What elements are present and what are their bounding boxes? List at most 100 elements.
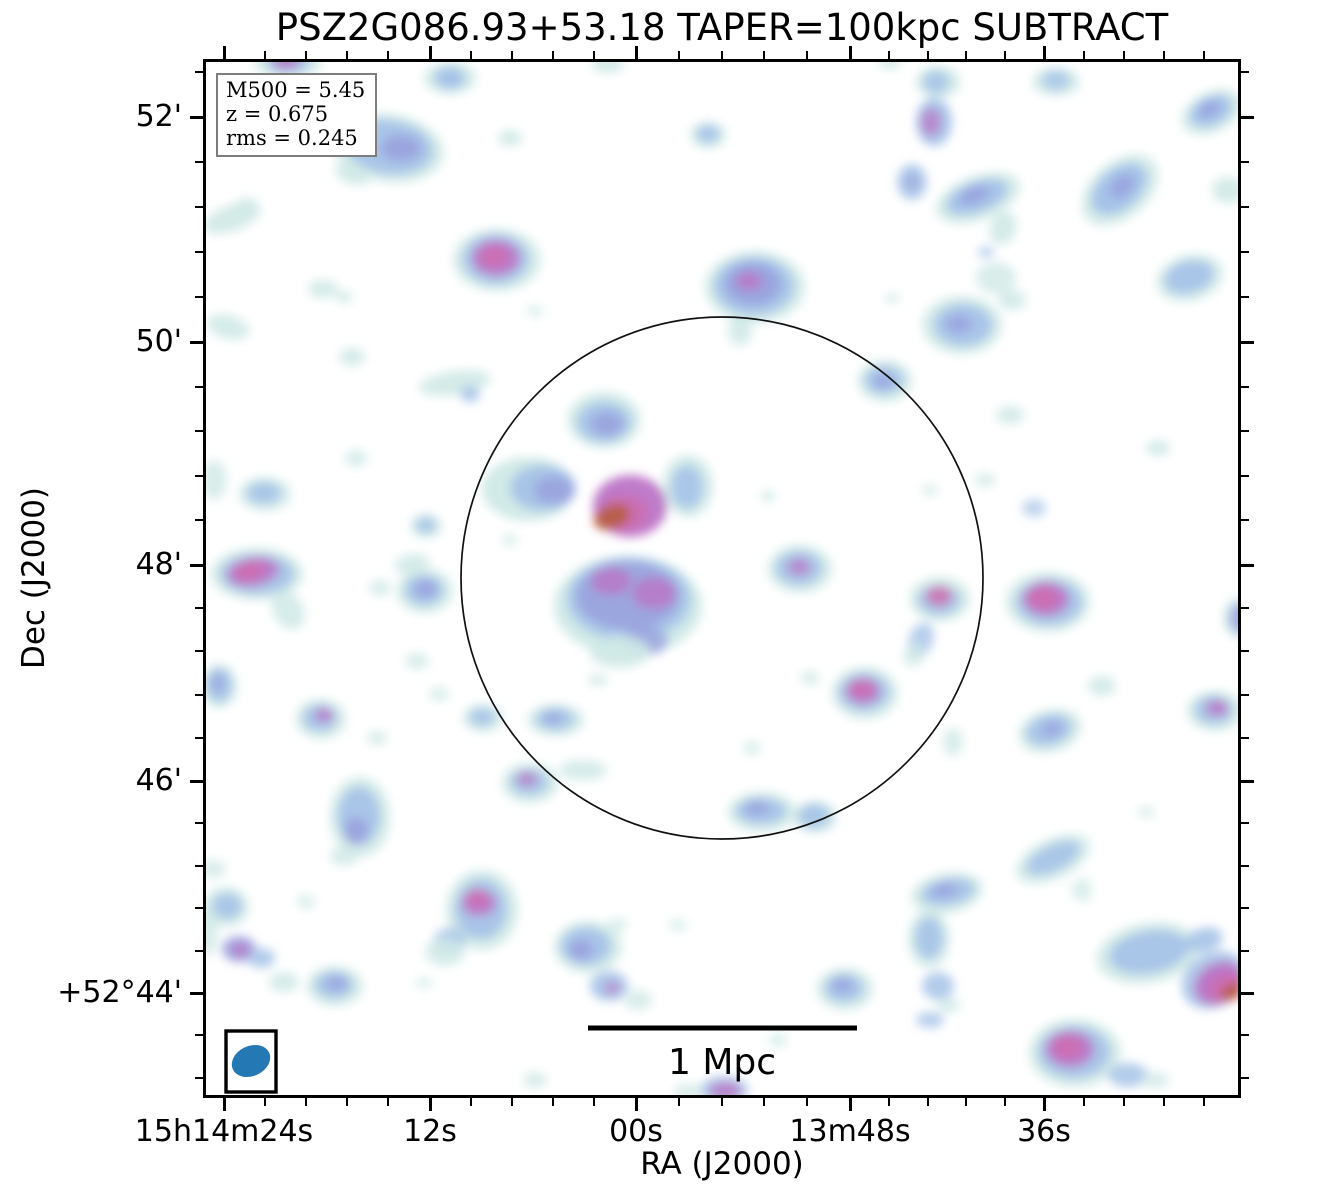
y-minor-tick-right — [1241, 475, 1249, 477]
y-minor-tick-right — [1241, 386, 1249, 388]
y-minor-tick — [195, 950, 203, 952]
y-tick-label: 52' — [135, 99, 182, 134]
y-major-tick-right — [1241, 779, 1254, 783]
x-tick-label: 36s — [1017, 1114, 1071, 1149]
x-minor-tick-top — [593, 51, 595, 59]
y-tick-label: 50' — [135, 324, 182, 359]
x-minor-tick — [721, 1098, 723, 1106]
x-major-tick — [634, 1098, 638, 1111]
info-box: M500 = 5.45 z = 0.675 rms = 0.245 — [216, 73, 378, 157]
x-minor-tick-top — [888, 51, 890, 59]
y-major-tick — [190, 991, 203, 995]
x-minor-tick-top — [1163, 51, 1165, 59]
y-minor-tick — [195, 822, 203, 824]
x-major-tick-top — [848, 46, 852, 59]
y-major-tick — [190, 779, 203, 783]
x-minor-tick-top — [387, 51, 389, 59]
y-minor-tick-right — [1241, 950, 1249, 952]
y-tick-label: 48' — [135, 547, 182, 582]
x-minor-tick — [470, 1098, 472, 1106]
x-major-tick-top — [222, 46, 226, 59]
x-minor-tick-top — [1203, 51, 1205, 59]
x-minor-tick-top — [264, 51, 266, 59]
y-major-tick-right — [1241, 115, 1254, 119]
x-major-tick-top — [634, 46, 638, 59]
y-minor-tick — [195, 519, 203, 521]
x-minor-tick — [1004, 1098, 1006, 1106]
x-minor-tick-top — [305, 51, 307, 59]
x-minor-tick-top — [806, 51, 808, 59]
x-minor-tick-top — [470, 51, 472, 59]
y-minor-tick — [195, 296, 203, 298]
y-minor-tick-right — [1241, 161, 1249, 163]
x-minor-tick-top — [1123, 51, 1125, 59]
x-minor-tick-top — [1083, 51, 1085, 59]
scalebar-label: 1 Mpc — [668, 1042, 776, 1083]
r500-circle — [460, 316, 984, 840]
y-major-tick — [190, 115, 203, 119]
y-minor-tick — [195, 430, 203, 432]
x-minor-tick — [1083, 1098, 1085, 1106]
y-major-tick-right — [1241, 340, 1254, 344]
x-minor-tick-top — [678, 51, 680, 59]
x-minor-tick-top — [927, 51, 929, 59]
x-minor-tick-top — [721, 51, 723, 59]
x-minor-tick — [346, 1098, 348, 1106]
y-tick-label: 46' — [135, 763, 182, 798]
y-minor-tick-right — [1241, 865, 1249, 867]
x-minor-tick-top — [511, 51, 513, 59]
intensity-blobs — [203, 59, 1241, 1098]
x-minor-tick-top — [763, 51, 765, 59]
y-minor-tick — [195, 694, 203, 696]
y-minor-tick-right — [1241, 251, 1249, 253]
x-tick-label: 13m48s — [789, 1114, 911, 1149]
y-minor-tick-right — [1241, 607, 1249, 609]
y-minor-tick-right — [1241, 822, 1249, 824]
y-minor-tick-right — [1241, 519, 1249, 521]
radio-map: 1 Mpc — [203, 59, 1241, 1098]
y-minor-tick-right — [1241, 206, 1249, 208]
info-line-z: z = 0.675 — [226, 102, 329, 126]
x-major-tick-top — [428, 46, 432, 59]
y-minor-tick — [195, 865, 203, 867]
x-major-tick-top — [1042, 46, 1046, 59]
x-minor-tick — [264, 1098, 266, 1106]
y-minor-tick — [195, 161, 203, 163]
x-minor-tick — [1163, 1098, 1165, 1106]
y-major-tick-right — [1241, 991, 1254, 995]
y-major-tick — [190, 563, 203, 567]
x-minor-tick — [305, 1098, 307, 1106]
beam-ellipse — [231, 1044, 271, 1078]
y-minor-tick — [195, 475, 203, 477]
x-minor-tick-top — [346, 51, 348, 59]
x-major-tick — [1042, 1098, 1046, 1111]
x-minor-tick — [511, 1098, 513, 1106]
y-minor-tick — [195, 650, 203, 652]
y-minor-tick-right — [1241, 1034, 1249, 1036]
y-minor-tick — [195, 251, 203, 253]
y-minor-tick — [195, 1034, 203, 1036]
y-tick-label: +52°44' — [57, 975, 182, 1010]
x-minor-tick-top — [552, 51, 554, 59]
x-minor-tick — [1203, 1098, 1205, 1106]
y-major-tick-right — [1241, 563, 1254, 567]
x-major-tick — [222, 1098, 226, 1111]
y-minor-tick — [195, 1077, 203, 1079]
y-minor-tick-right — [1241, 907, 1249, 909]
x-minor-tick-top — [1004, 51, 1006, 59]
x-minor-tick — [888, 1098, 890, 1106]
y-minor-tick-right — [1241, 430, 1249, 432]
info-line-rms: rms = 0.245 — [226, 126, 358, 150]
x-minor-tick-top — [965, 51, 967, 59]
x-tick-label: 15h14m24s — [134, 1114, 314, 1149]
y-minor-tick-right — [1241, 296, 1249, 298]
plot-title: PSZ2G086.93+53.18 TAPER=100kpc SUBTRACT — [275, 6, 1169, 49]
x-tick-label: 00s — [609, 1114, 663, 1149]
x-tick-label: 12s — [403, 1114, 457, 1149]
x-minor-tick — [927, 1098, 929, 1106]
x-minor-tick — [806, 1098, 808, 1106]
x-axis-title: RA (J2000) — [640, 1146, 804, 1182]
y-minor-tick — [195, 607, 203, 609]
y-minor-tick — [195, 737, 203, 739]
